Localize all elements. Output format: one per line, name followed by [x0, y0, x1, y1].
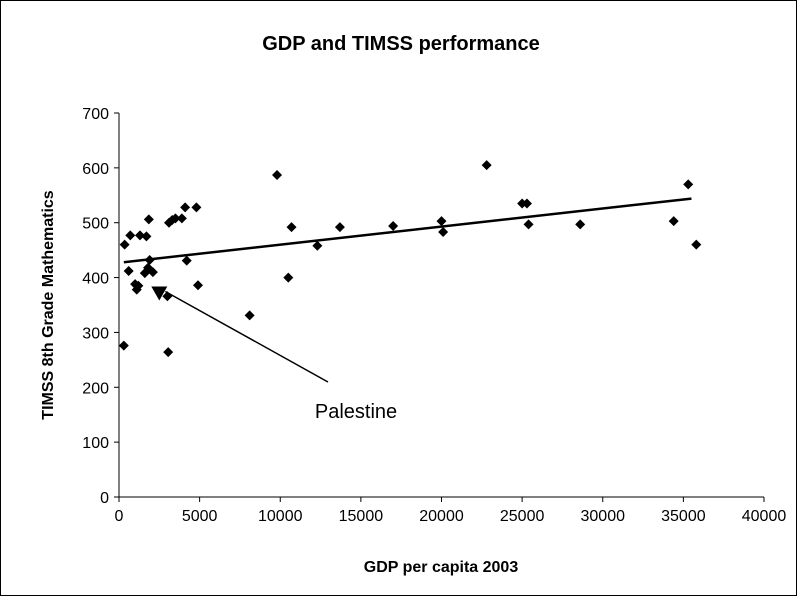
- data-point: [245, 310, 255, 320]
- data-point: [575, 219, 585, 229]
- data-point: [177, 213, 187, 223]
- data-point: [182, 256, 192, 266]
- data-point: [335, 222, 345, 232]
- data-point: [191, 202, 201, 212]
- x-tick-label: 10000: [258, 508, 303, 525]
- y-tick-label: 600: [82, 161, 109, 178]
- annotation-layer: Palestine: [165, 291, 397, 423]
- data-point: [180, 202, 190, 212]
- y-tick-label: 300: [82, 325, 109, 342]
- data-point: [388, 221, 398, 231]
- data-point: [482, 160, 492, 170]
- data-point: [193, 280, 203, 290]
- x-tick-label: 5000: [182, 508, 218, 525]
- x-tick-label: 30000: [581, 508, 626, 525]
- annotation-arrow-line: [165, 291, 328, 382]
- y-axis-title: TIMSS 8th Grade Mathematics: [40, 190, 57, 419]
- data-point: [283, 273, 293, 283]
- x-tick-label: 15000: [339, 508, 384, 525]
- axes: 0 100 200 300 400 500 600 700 0 5000 10000 15000 200…: [82, 106, 786, 525]
- data-point: [691, 240, 701, 250]
- x-tick-label: 20000: [419, 508, 464, 525]
- data-points: [119, 160, 701, 357]
- y-tick-label: 100: [82, 435, 109, 452]
- trendline-layer: [124, 199, 692, 263]
- data-point: [272, 170, 282, 180]
- data-point: [163, 347, 173, 357]
- x-tick-label: 40000: [742, 508, 787, 525]
- y-tick-label: 500: [82, 216, 109, 233]
- y-tick-label: 0: [100, 490, 109, 507]
- y-tick-label: 700: [82, 106, 109, 123]
- data-point: [312, 241, 322, 251]
- data-point: [287, 222, 297, 232]
- x-tick-label: 0: [115, 508, 124, 525]
- data-point: [119, 341, 129, 351]
- data-point: [141, 231, 151, 241]
- x-tick-label: 25000: [500, 508, 545, 525]
- data-point: [524, 219, 534, 229]
- annotation-palestine-label: Palestine: [315, 401, 397, 423]
- data-point: [124, 266, 134, 276]
- data-point: [438, 227, 448, 237]
- data-point: [683, 179, 693, 189]
- y-tick-label: 200: [82, 380, 109, 397]
- trendline: [124, 199, 692, 263]
- data-point: [145, 255, 155, 265]
- data-point: [120, 240, 130, 250]
- data-point: [669, 216, 679, 226]
- y-tick-label: 400: [82, 271, 109, 288]
- chart-title: GDP and TIMSS performance: [262, 33, 539, 55]
- data-point: [144, 214, 154, 224]
- x-axis-title: GDP per capita 2003: [364, 559, 519, 576]
- data-point: [437, 216, 447, 226]
- x-tick-label: 35000: [661, 508, 706, 525]
- data-point: [125, 230, 135, 240]
